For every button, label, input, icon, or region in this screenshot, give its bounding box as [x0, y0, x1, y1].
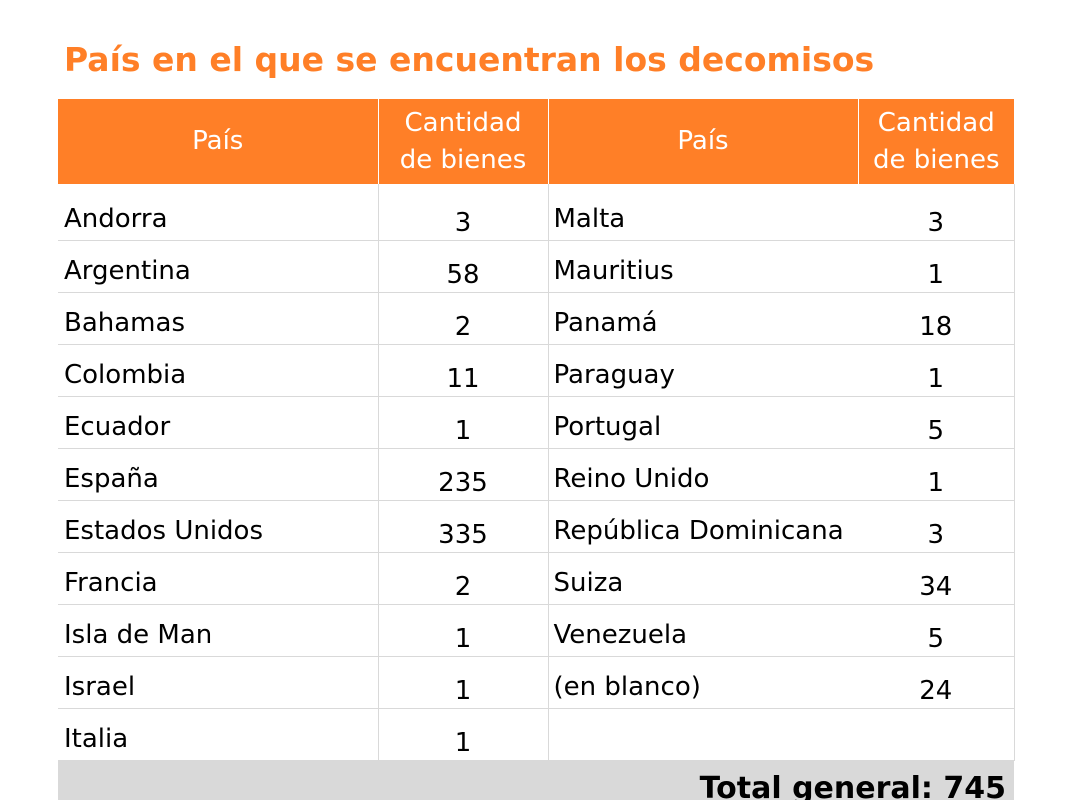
left-quantity-cell: 3 — [378, 184, 548, 241]
left-country-cell: Colombia — [58, 344, 379, 397]
right-country-cell: Mauritius — [547, 240, 858, 293]
table-row: Francia 2 Suiza 34 — [58, 552, 1015, 605]
left-quantity-cell: 1 — [378, 708, 548, 761]
right-country-cell: Panamá — [547, 292, 858, 345]
right-country-cell: Reino Unido — [547, 448, 858, 501]
total-general: Total general: 745 — [58, 760, 1014, 800]
left-quantity-cell: 11 — [378, 344, 548, 397]
left-quantity-cell: 2 — [378, 552, 548, 605]
header-pais-left: País — [58, 99, 379, 184]
left-country-cell: Estados Unidos — [58, 500, 379, 553]
total-row: Total general: 745 — [58, 760, 1014, 800]
header-cantidad-right-line1: Cantidad — [877, 107, 995, 138]
seizures-table: País Cantidad de bienes País Cantidad de… — [58, 99, 1015, 800]
left-quantity-cell: 335 — [378, 500, 548, 553]
left-country-cell: España — [58, 448, 379, 501]
left-country-cell: Bahamas — [58, 292, 379, 345]
right-country-cell: Paraguay — [547, 344, 858, 397]
right-quantity-cell: 34 — [858, 552, 1015, 605]
left-quantity-cell: 2 — [378, 292, 548, 345]
right-country-cell: República Dominicana — [547, 500, 858, 553]
left-quantity-cell: 58 — [378, 240, 548, 293]
right-country-cell: Venezuela — [547, 604, 858, 657]
header-pais-right: País — [548, 99, 859, 184]
right-country-cell: Suiza — [547, 552, 858, 605]
right-quantity-cell: 24 — [858, 656, 1015, 709]
table-row: Argentina 58 Mauritius 1 — [58, 240, 1015, 293]
left-country-cell: Argentina — [58, 240, 379, 293]
left-country-cell: Italia — [58, 708, 379, 761]
left-country-cell: Isla de Man — [58, 604, 379, 657]
left-country-cell: Andorra — [58, 184, 379, 241]
header-cantidad-left: Cantidad de bienes — [378, 99, 549, 184]
right-quantity-cell: 1 — [858, 240, 1015, 293]
header-cantidad-left-line2: de bienes — [399, 144, 527, 175]
table-row: Isla de Man 1 Venezuela 5 — [58, 604, 1015, 657]
right-country-cell — [547, 708, 858, 761]
right-quantity-cell: 1 — [858, 344, 1015, 397]
table-row: Israel 1 (en blanco) 24 — [58, 656, 1015, 709]
right-country-cell: (en blanco) — [547, 656, 858, 709]
table-header-row: País Cantidad de bienes País Cantidad de… — [58, 99, 1014, 184]
header-cantidad-left-line1: Cantidad — [404, 107, 522, 138]
left-country-cell: Israel — [58, 656, 379, 709]
right-quantity-cell: 3 — [858, 500, 1015, 553]
right-quantity-cell: 1 — [858, 448, 1015, 501]
left-quantity-cell: 1 — [378, 396, 548, 449]
table-row: España 235 Reino Unido 1 — [58, 448, 1015, 501]
table-row: Italia 1 — [58, 708, 1015, 761]
right-quantity-cell: 5 — [858, 604, 1015, 657]
table-body: Andorra 3 Malta 3 Argentina 58 Mauritius 1 Baham… — [58, 184, 1015, 761]
table-row: Ecuador 1 Portugal 5 — [58, 396, 1015, 449]
left-quantity-cell: 1 — [378, 604, 548, 657]
right-quantity-cell — [858, 708, 1015, 761]
left-quantity-cell: 1 — [378, 656, 548, 709]
table-row: Andorra 3 Malta 3 — [58, 184, 1015, 241]
table-row: Bahamas 2 Panamá 18 — [58, 292, 1015, 345]
page-title: País en el que se encuentran los decomis… — [64, 40, 875, 79]
table-row: Colombia 11 Paraguay 1 — [58, 344, 1015, 397]
right-country-cell: Malta — [547, 184, 858, 241]
right-country-cell: Portugal — [547, 396, 858, 449]
right-quantity-cell: 3 — [858, 184, 1015, 241]
left-country-cell: Francia — [58, 552, 379, 605]
header-cantidad-right: Cantidad de bienes — [858, 99, 1014, 184]
right-quantity-cell: 18 — [858, 292, 1015, 345]
left-country-cell: Ecuador — [58, 396, 379, 449]
header-cantidad-right-line2: de bienes — [872, 144, 1000, 175]
table-row: Estados Unidos 335 República Dominicana 3 — [58, 500, 1015, 553]
right-quantity-cell: 5 — [858, 396, 1015, 449]
left-quantity-cell: 235 — [378, 448, 548, 501]
